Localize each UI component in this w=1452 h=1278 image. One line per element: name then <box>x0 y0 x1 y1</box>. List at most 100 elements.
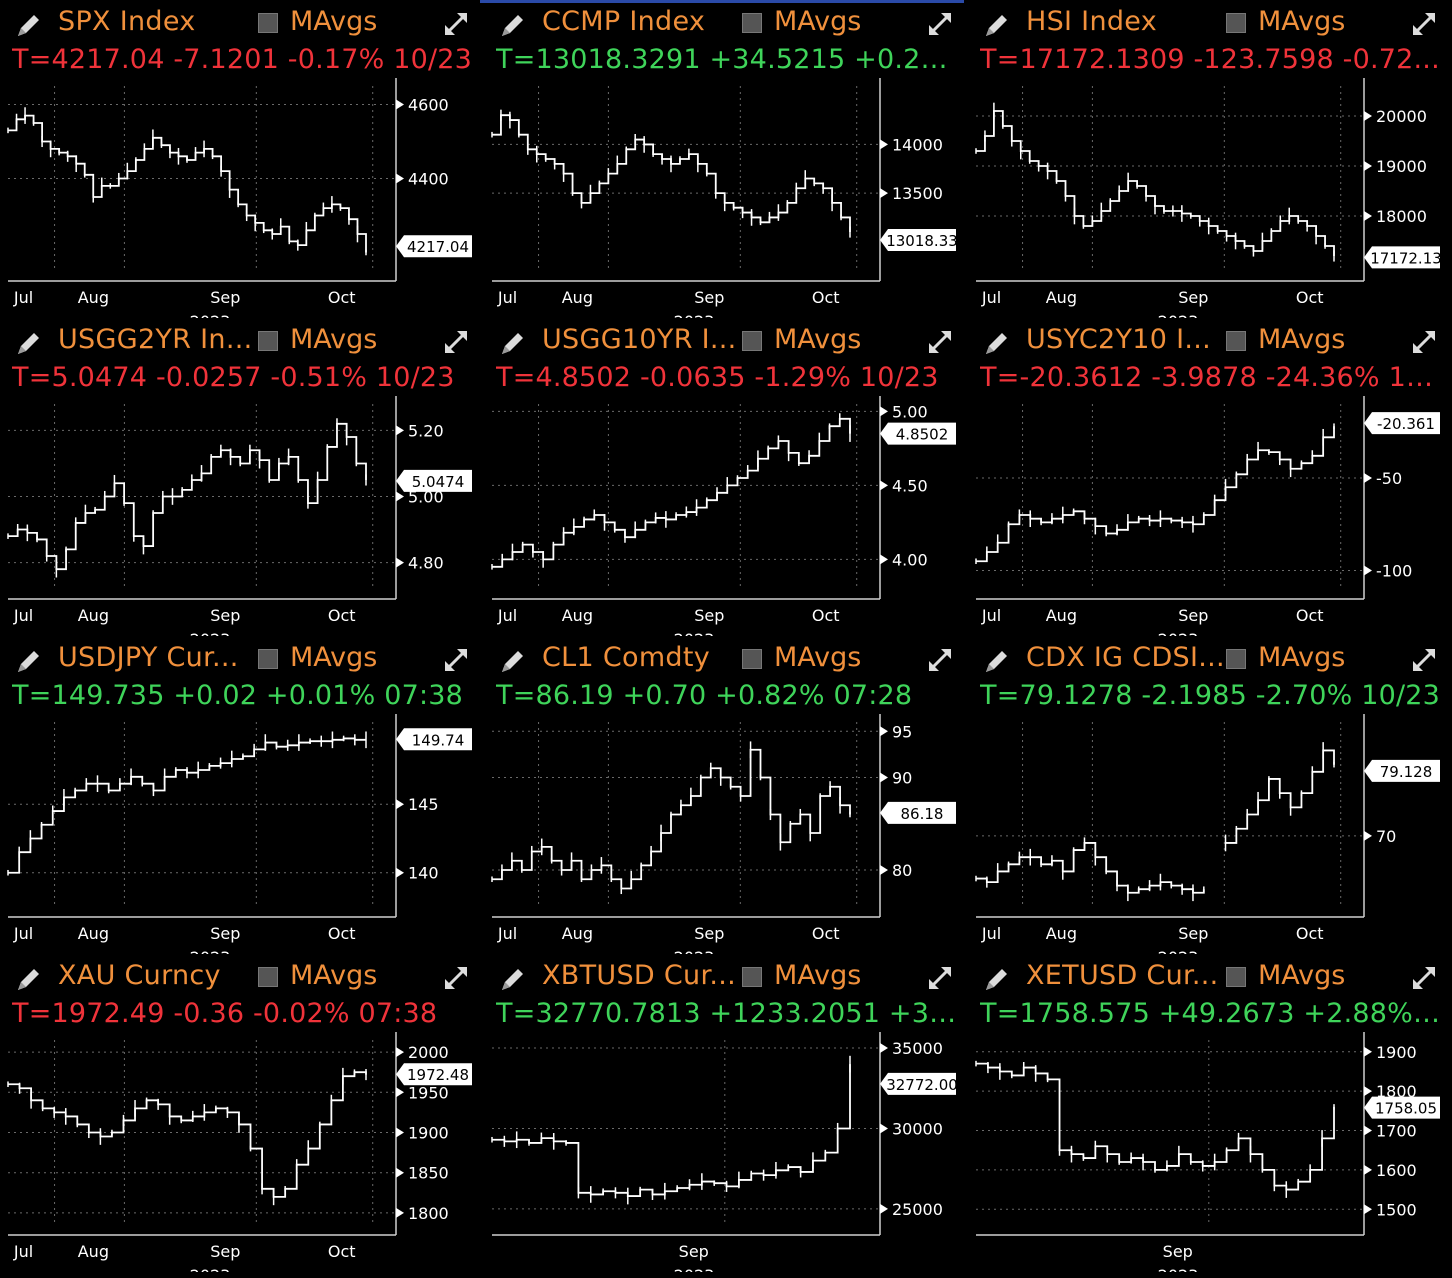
expand-icon[interactable] <box>440 8 472 40</box>
price-quote: T=79.1278 -2.1985 -2.70% 10/23 <box>980 680 1441 711</box>
pencil-icon[interactable] <box>982 328 1012 358</box>
expand-icon[interactable] <box>1408 8 1440 40</box>
ticker-title[interactable]: XBTUSD Cur... <box>542 960 737 991</box>
expand-icon[interactable] <box>924 962 956 994</box>
price-chart[interactable]: 1900 1800 1700 1600 1500 Sep 2023 1758.05 <box>968 1030 1452 1272</box>
chart-panel[interactable]: HSI Index MAvgs T=17172.1309 -123.7598 -… <box>968 0 1452 318</box>
x-tick-label: Aug <box>562 288 593 307</box>
price-line <box>492 748 851 890</box>
chart-panel[interactable]: USGG2YR In... MAvgs T=5.0474 -0.0257 -0.… <box>0 318 484 636</box>
ticker-title[interactable]: CL1 Comdty <box>542 642 711 673</box>
mavgs-label[interactable]: MAvgs <box>1258 324 1346 355</box>
price-line <box>976 1062 1335 1191</box>
pencil-icon[interactable] <box>498 646 528 676</box>
price-chart[interactable]: 20000 19000 18000 Jul Aug Sep Oct 2023 17172.13 <box>968 76 1452 318</box>
chart-panel[interactable]: XBTUSD Cur... MAvgs T=32770.7813 +1233.2… <box>484 954 968 1272</box>
chart-panel[interactable]: USYC2Y10 I... MAvgs T=-20.3612 -3.9878 -… <box>968 318 1452 636</box>
x-tick-label: Sep <box>1178 606 1208 625</box>
mavgs-label[interactable]: MAvgs <box>1258 960 1346 991</box>
price-chart[interactable]: -50 -100 Jul Aug Sep Oct 2023 -20.361 <box>968 394 1452 636</box>
y-tick-label: 4.00 <box>892 550 928 569</box>
ticker-title[interactable]: SPX Index <box>58 6 196 37</box>
price-chart[interactable]: 70 Jul Aug Sep Oct 2023 79.128 <box>968 712 1452 954</box>
pencil-icon[interactable] <box>14 10 44 40</box>
mavgs-checkbox[interactable] <box>742 649 762 669</box>
pencil-icon[interactable] <box>498 10 528 40</box>
price-chart[interactable]: 14000 13500 Jul Aug Sep Oct 2023 13018.33 <box>484 76 968 318</box>
expand-icon[interactable] <box>924 8 956 40</box>
ticker-title[interactable]: CCMP Index <box>542 6 706 37</box>
mavgs-checkbox[interactable] <box>742 331 762 351</box>
chart-panel[interactable]: CCMP Index MAvgs T=13018.3291 +34.5215 +… <box>484 0 968 318</box>
ticker-title[interactable]: USGG2YR In... <box>58 324 253 355</box>
expand-icon[interactable] <box>440 644 472 676</box>
last-price-value: 86.18 <box>901 805 944 823</box>
ticker-title[interactable]: XETUSD Cur... <box>1026 960 1219 991</box>
expand-icon[interactable] <box>440 962 472 994</box>
price-chart[interactable]: 145 140 Jul Aug Sep Oct 2023 149.74 <box>0 712 484 954</box>
ticker-title[interactable]: USDJPY Cur... <box>58 642 239 673</box>
chart-panel[interactable]: USGG10YR I... MAvgs T=4.8502 -0.0635 -1.… <box>484 318 968 636</box>
price-chart[interactable]: 95 90 80 Jul Aug Sep Oct 2023 86.18 <box>484 712 968 954</box>
mavgs-label[interactable]: MAvgs <box>1258 6 1346 37</box>
price-chart[interactable]: 4600 4400 Jul Aug Sep Oct 2023 4217.04 <box>0 76 484 318</box>
y-tick-label: 4400 <box>408 170 449 189</box>
mavgs-checkbox[interactable] <box>258 967 278 987</box>
mavgs-checkbox[interactable] <box>742 967 762 987</box>
y-tick-marker <box>880 865 888 875</box>
ticker-title[interactable]: USGG10YR I... <box>542 324 737 355</box>
price-chart[interactable]: 2000 1950 1900 1850 1800 Jul Aug Sep Oct 2023 1972… <box>0 1030 484 1272</box>
mavgs-checkbox[interactable] <box>742 13 762 33</box>
expand-icon[interactable] <box>1408 962 1440 994</box>
pencil-icon[interactable] <box>982 646 1012 676</box>
expand-icon[interactable] <box>440 326 472 358</box>
price-chart[interactable]: 5.00 4.50 4.00 Jul Aug Sep Oct 2023 4.8502 <box>484 394 968 636</box>
expand-icon[interactable] <box>1408 326 1440 358</box>
chart-panel[interactable]: CDX IG CDSI... MAvgs T=79.1278 -2.1985 -… <box>968 636 1452 954</box>
ticker-title[interactable]: XAU Curncy <box>58 960 221 991</box>
pencil-icon[interactable] <box>14 964 44 994</box>
y-tick-marker <box>396 173 404 184</box>
chart-panel[interactable]: USDJPY Cur... MAvgs T=149.735 +0.02 +0.0… <box>0 636 484 954</box>
mavgs-checkbox[interactable] <box>1226 331 1246 351</box>
chart-panel[interactable]: SPX Index MAvgs T=4217.04 -7.1201 -0.17%… <box>0 0 484 318</box>
mavgs-label[interactable]: MAvgs <box>290 960 378 991</box>
expand-icon[interactable] <box>924 644 956 676</box>
mavgs-checkbox[interactable] <box>1226 649 1246 669</box>
ticker-title[interactable]: USYC2Y10 I... <box>1026 324 1211 355</box>
pencil-icon[interactable] <box>982 10 1012 40</box>
pencil-icon[interactable] <box>498 964 528 994</box>
mavgs-checkbox[interactable] <box>1226 13 1246 33</box>
price-bars <box>491 413 851 570</box>
mavgs-label[interactable]: MAvgs <box>774 6 862 37</box>
chart-panel[interactable]: XETUSD Cur... MAvgs T=1758.575 +49.2673 … <box>968 954 1452 1272</box>
mavgs-label[interactable]: MAvgs <box>290 6 378 37</box>
x-tick-label: Sep <box>694 924 724 943</box>
mavgs-checkbox[interactable] <box>258 331 278 351</box>
mavgs-label[interactable]: MAvgs <box>290 642 378 673</box>
price-chart[interactable]: 35000 30000 25000 Sep 2023 32772.00 <box>484 1030 968 1272</box>
chart-panel[interactable]: XAU Curncy MAvgs T=1972.49 -0.36 -0.02% … <box>0 954 484 1272</box>
mavgs-label[interactable]: MAvgs <box>774 324 862 355</box>
pencil-icon[interactable] <box>982 964 1012 994</box>
mavgs-label[interactable]: MAvgs <box>1258 642 1346 673</box>
mavgs-label[interactable]: MAvgs <box>774 642 862 673</box>
y-tick-label: 5.20 <box>408 421 444 440</box>
expand-icon[interactable] <box>924 326 956 358</box>
expand-icon[interactable] <box>1408 644 1440 676</box>
price-chart[interactable]: 5.20 5.00 4.80 Jul Aug Sep Oct 2023 5.0474 <box>0 394 484 636</box>
mavgs-label[interactable]: MAvgs <box>290 324 378 355</box>
mavgs-label[interactable]: MAvgs <box>774 960 862 991</box>
ticker-title[interactable]: HSI Index <box>1026 6 1158 37</box>
last-price-badge: 17172.13 <box>1364 246 1442 269</box>
ticker-title[interactable]: CDX IG CDSI... <box>1026 642 1225 673</box>
pencil-icon[interactable] <box>14 328 44 358</box>
mavgs-checkbox[interactable] <box>258 649 278 669</box>
mavgs-checkbox[interactable] <box>1226 967 1246 987</box>
pencil-icon[interactable] <box>498 328 528 358</box>
x-tick-label: Sep <box>210 606 240 625</box>
chart-panel[interactable]: CL1 Comdty MAvgs T=86.19 +0.70 +0.82% 07… <box>484 636 968 954</box>
pencil-icon[interactable] <box>14 646 44 676</box>
mavgs-checkbox[interactable] <box>258 13 278 33</box>
last-price-badge: 32772.00 <box>880 1072 958 1095</box>
